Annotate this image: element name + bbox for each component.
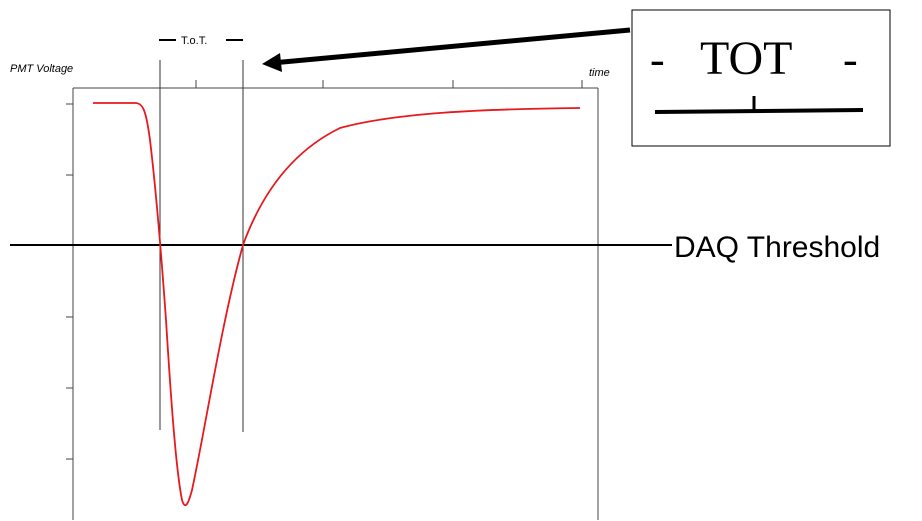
callout-arrow-head — [262, 53, 282, 72]
y-axis-label: PMT Voltage — [10, 63, 73, 75]
callout-frame — [631, 9, 891, 147]
tot-bracket: T.o.T. — [159, 35, 243, 47]
tot-bracket-label: T.o.T. — [181, 35, 207, 47]
x-axis-label: time — [589, 67, 610, 79]
daq-threshold-label: DAQ Threshold — [674, 231, 880, 264]
callout-base-line — [654, 108, 864, 114]
callout-arrow — [262, 27, 631, 72]
callout-dash-right: - — [843, 35, 858, 84]
callout-arrow-shaft — [271, 27, 631, 66]
pmt-pulse-curve — [93, 102, 581, 507]
plot-frame — [66, 80, 599, 520]
callout-dash-left: - — [650, 35, 665, 84]
callout-title: TOT — [700, 32, 792, 85]
tot-callout-box: - TOT - — [631, 9, 891, 147]
